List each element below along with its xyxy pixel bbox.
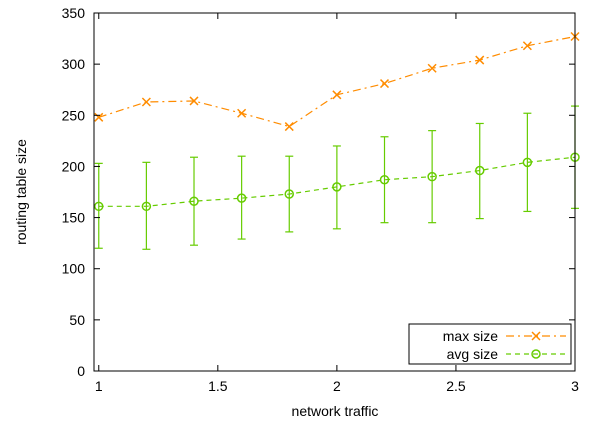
data-point-max-size-stroke-b bbox=[284, 122, 294, 132]
error-bar-avg-size bbox=[523, 112, 532, 213]
error-bar-avg-size bbox=[190, 156, 199, 246]
legend-label-avg-size: avg size bbox=[447, 346, 499, 362]
legend-label-max-size: max size bbox=[443, 328, 498, 344]
y-tick-label: 50 bbox=[69, 312, 85, 328]
data-point-avg-size bbox=[284, 189, 295, 199]
legend: max size avg size bbox=[408, 323, 572, 365]
error-bar-avg-size bbox=[237, 155, 246, 240]
data-point-max-size bbox=[284, 122, 294, 132]
data-point-avg-size bbox=[427, 171, 437, 182]
y-tick-label: 150 bbox=[62, 210, 86, 226]
data-point-max-size bbox=[94, 112, 104, 122]
legend-marker-max-size bbox=[531, 331, 541, 341]
legend-marker-max-size-stroke-b bbox=[531, 331, 541, 341]
data-point-max-size bbox=[237, 108, 247, 118]
data-point-max-size bbox=[189, 96, 199, 106]
data-point-max-size bbox=[332, 90, 342, 100]
y-tick-label: 100 bbox=[62, 261, 86, 277]
y-tick-label: 300 bbox=[62, 56, 86, 72]
x-tick-label: 2 bbox=[333, 378, 341, 394]
data-point-max-size bbox=[522, 41, 532, 51]
data-point-avg-size bbox=[94, 201, 104, 212]
y-tick-label: 0 bbox=[77, 363, 85, 379]
plot-frame bbox=[93, 12, 576, 372]
error-bar-avg-size bbox=[475, 122, 484, 220]
data-point-max-size-stroke-b bbox=[427, 63, 437, 73]
data-point-max-size-stroke-b bbox=[332, 90, 342, 100]
data-point-avg-size bbox=[141, 201, 152, 212]
x-axis-label: network traffic bbox=[292, 403, 379, 419]
data-point-avg-size bbox=[332, 182, 342, 192]
legend-box bbox=[408, 323, 572, 365]
x-tick-label: 1 bbox=[95, 378, 103, 394]
data-point-avg-size bbox=[475, 165, 485, 176]
data-point-max-size-stroke-b bbox=[94, 112, 104, 122]
data-point-max-size bbox=[475, 55, 485, 65]
legend-marker-avg-size bbox=[531, 349, 541, 359]
data-point-avg-size bbox=[189, 196, 199, 206]
data-point-max-size bbox=[427, 63, 437, 73]
data-point-avg-size bbox=[236, 193, 247, 203]
data-point-max-size bbox=[379, 79, 390, 89]
data-point-max-size-stroke-b bbox=[189, 96, 199, 106]
x-tick-label: 1.5 bbox=[208, 378, 228, 394]
legend-samples bbox=[506, 331, 566, 359]
y-tick-label: 200 bbox=[62, 158, 86, 174]
x-tick-label: 2.5 bbox=[446, 378, 466, 394]
error-bar-avg-size bbox=[380, 136, 389, 224]
data-point-max-size-stroke-b bbox=[379, 79, 390, 89]
axis-ticks: 0 50 100 150 200 250 300 350 1 1.5 2 2.5 3 bbox=[62, 5, 579, 394]
series-markers bbox=[94, 31, 580, 212]
series-line-avg-size bbox=[98, 156, 576, 207]
y-tick-label: 350 bbox=[62, 5, 86, 21]
data-point-max-size bbox=[141, 97, 151, 107]
data-point-max-size-stroke-b bbox=[475, 55, 485, 65]
data-point-avg-size bbox=[522, 157, 533, 168]
data-point-max-size-stroke-b bbox=[141, 97, 151, 107]
y-tick-label: 250 bbox=[62, 107, 86, 123]
error-bar-avg-size bbox=[332, 145, 341, 230]
data-point-max-size-stroke-b bbox=[237, 108, 247, 118]
data-point-avg-size bbox=[379, 174, 390, 185]
y-axis-label: routing table size bbox=[13, 139, 29, 245]
data-point-max-size-stroke-b bbox=[522, 41, 532, 51]
x-tick-label: 3 bbox=[571, 378, 579, 394]
